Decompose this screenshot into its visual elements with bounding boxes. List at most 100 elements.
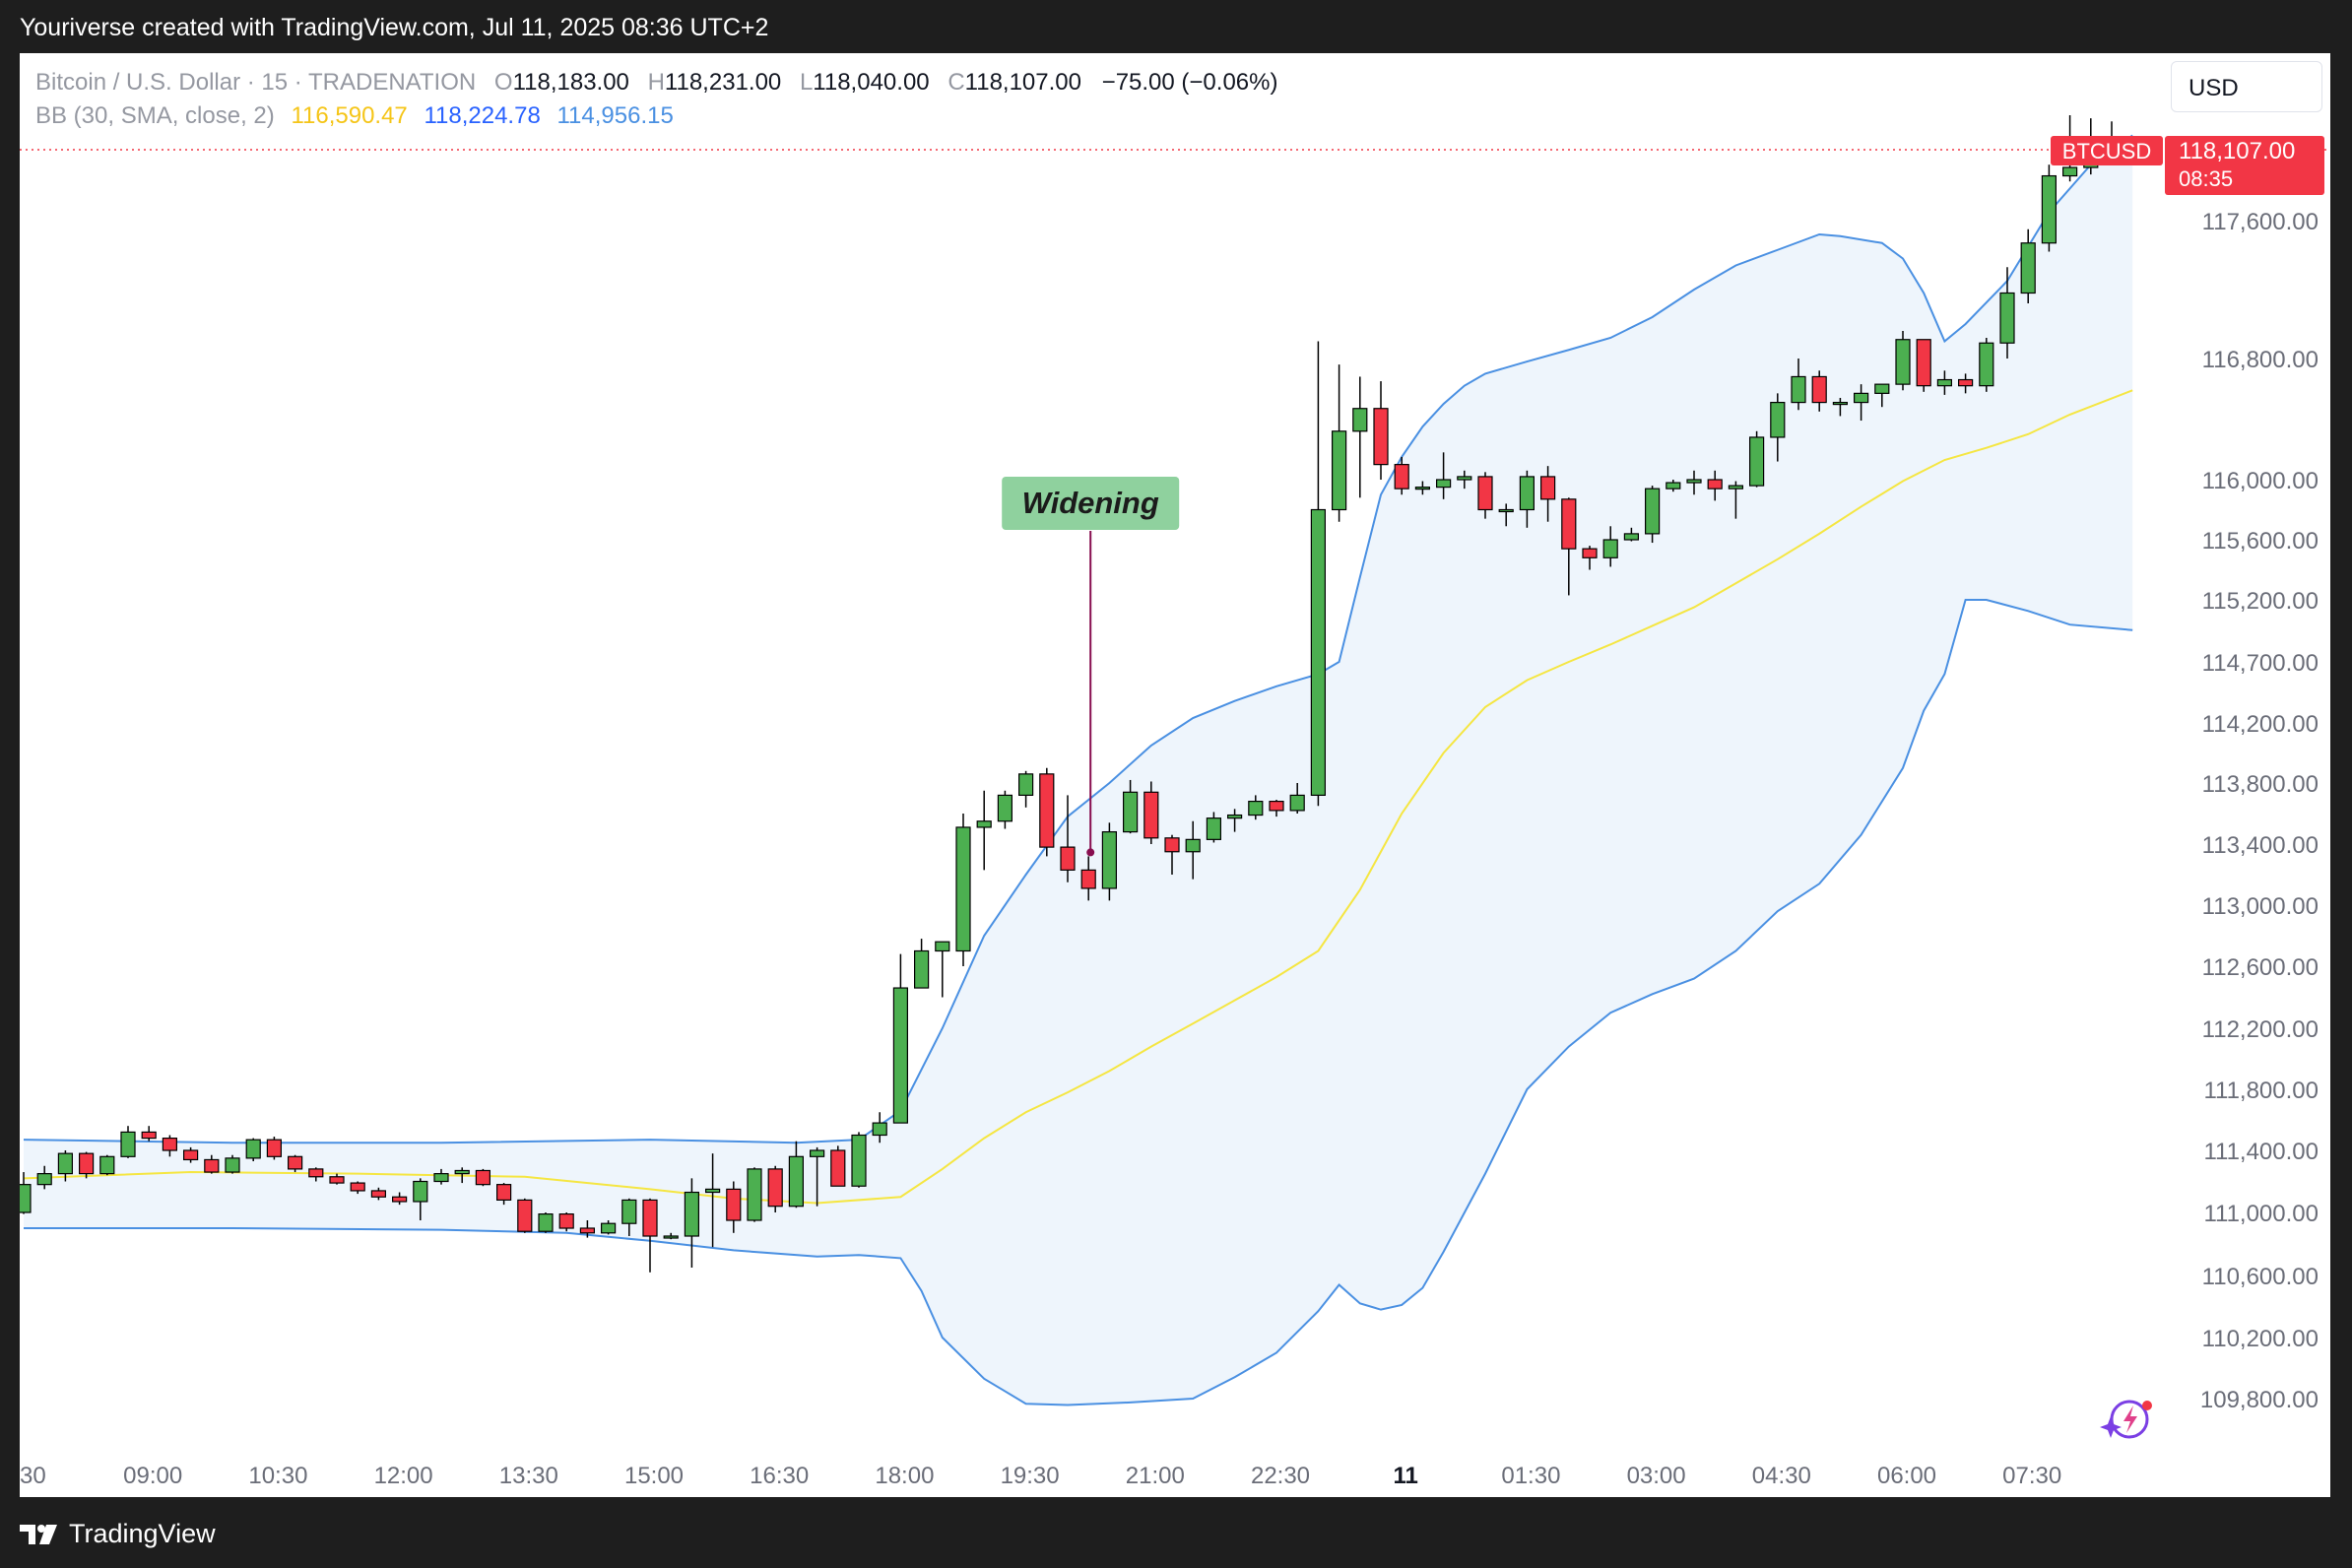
footer-bar: TradingView bbox=[0, 1497, 2352, 1568]
candle-body bbox=[830, 1149, 846, 1187]
candle-body bbox=[913, 949, 930, 989]
price-axis-label: 117,600.00 bbox=[2202, 209, 2319, 235]
time-axis-label: 13:30 bbox=[499, 1463, 558, 1489]
candle-body bbox=[2062, 166, 2078, 177]
candle-body bbox=[1164, 837, 1180, 853]
annotation-box[interactable] bbox=[1002, 477, 1180, 530]
candle-body bbox=[872, 1122, 887, 1137]
candle-body bbox=[1728, 485, 1744, 490]
price-axis-label: 114,200.00 bbox=[2202, 711, 2319, 738]
close-value: 118,107.00 bbox=[964, 69, 1081, 96]
candle-body bbox=[1602, 539, 1618, 558]
candle-body bbox=[1853, 392, 1869, 404]
candle-body bbox=[1457, 476, 1472, 481]
bb-lower-value: 114,956.15 bbox=[556, 102, 674, 129]
candle-body bbox=[1707, 479, 1723, 490]
tradingview-logo[interactable]: TradingView bbox=[20, 1519, 216, 1549]
close-key: C bbox=[947, 69, 965, 96]
candle-body bbox=[454, 1169, 470, 1175]
snapshot-title: Youriverse created with TradingView.com,… bbox=[20, 14, 769, 41]
candle-body bbox=[1414, 487, 1431, 490]
candle-body bbox=[1394, 464, 1409, 490]
candle-body bbox=[1666, 482, 1681, 490]
candle-body bbox=[788, 1155, 805, 1208]
candle-body bbox=[1832, 401, 1849, 406]
candle-body bbox=[413, 1180, 428, 1203]
candle-body bbox=[1060, 846, 1076, 871]
candle-body bbox=[997, 794, 1013, 822]
price-axis-label: 110,200.00 bbox=[2202, 1326, 2319, 1352]
price-axis-label: 116,000.00 bbox=[2202, 468, 2319, 494]
candle-body bbox=[1331, 430, 1347, 511]
candle-body bbox=[663, 1235, 679, 1239]
candle-body bbox=[747, 1168, 762, 1221]
candle-body bbox=[955, 826, 971, 952]
time-axis-label: 03:00 bbox=[1627, 1463, 1686, 1489]
price-tag-countdown: 08:35 bbox=[2179, 166, 2233, 191]
candle-body bbox=[266, 1139, 282, 1157]
currency-button[interactable]: USD bbox=[2171, 61, 2322, 112]
candle-body bbox=[1017, 773, 1034, 796]
time-axis-label: 11 bbox=[1394, 1463, 1418, 1489]
candle-body bbox=[579, 1227, 596, 1234]
candle-body bbox=[1122, 791, 1139, 833]
candle-body bbox=[20, 1184, 32, 1213]
candle-body bbox=[1185, 838, 1201, 853]
time-axis-label: 10:30 bbox=[248, 1463, 307, 1489]
candle-body bbox=[288, 1155, 303, 1170]
bb-basis-value: 116,590.47 bbox=[291, 102, 408, 129]
symbol-label[interactable]: Bitcoin / U.S. Dollar · 15 · TRADENATION bbox=[35, 69, 477, 96]
candle-body bbox=[36, 1173, 52, 1186]
candle-body bbox=[1811, 375, 1827, 404]
candle-body bbox=[78, 1152, 95, 1175]
annotation-anchor-dot bbox=[1086, 848, 1095, 857]
time-axis-label: 09:00 bbox=[123, 1463, 182, 1489]
candle-body bbox=[558, 1212, 574, 1229]
candle-body bbox=[475, 1169, 490, 1186]
candle-body bbox=[1519, 476, 1535, 511]
candle-body bbox=[1248, 800, 1264, 817]
candle-body bbox=[1748, 436, 1765, 487]
candle-body bbox=[1039, 773, 1055, 848]
candle-body bbox=[1143, 791, 1159, 839]
tradingview-logo-icon bbox=[20, 1524, 57, 1544]
price-axis-label: 113,400.00 bbox=[2202, 832, 2319, 859]
indicator-label[interactable]: BB (30, SMA, close, 2) bbox=[35, 102, 275, 129]
candle-body bbox=[2020, 242, 2036, 294]
chart-panel[interactable]: Widening 109,800.00 110,200.00 110,600.00 11… bbox=[20, 53, 2330, 1497]
candle-body bbox=[1352, 408, 1368, 432]
candle-body bbox=[976, 820, 992, 828]
bb-upper-line bbox=[23, 134, 2133, 1144]
candle-body bbox=[1644, 488, 1661, 535]
price-axis-label: 114,700.00 bbox=[2202, 650, 2319, 677]
candle-body bbox=[1477, 476, 1493, 511]
candle-body bbox=[1101, 830, 1118, 889]
time-axis-label: 21:00 bbox=[1126, 1463, 1185, 1489]
annotation-label: Widening bbox=[1022, 486, 1159, 520]
candle-body bbox=[1539, 476, 1556, 500]
price-axis-label: 111,000.00 bbox=[2203, 1201, 2319, 1227]
sparkle-assistant-icon[interactable] bbox=[2100, 1400, 2152, 1439]
candle-body bbox=[1999, 292, 2015, 344]
candle-body bbox=[329, 1176, 345, 1184]
candle-body bbox=[1686, 479, 1702, 484]
price-axis-label: 115,200.00 bbox=[2202, 588, 2319, 615]
symbol-tag bbox=[2051, 136, 2163, 165]
price-axis-label: 111,800.00 bbox=[2203, 1078, 2319, 1104]
time-axis-label: 15:00 bbox=[624, 1463, 684, 1489]
candle-body bbox=[1080, 869, 1096, 889]
ohlc-legend: Bitcoin / U.S. Dollar · 15 · TRADENATION… bbox=[35, 69, 1277, 97]
time-axis-label: 19:30 bbox=[1001, 1463, 1060, 1489]
candle-body bbox=[204, 1158, 220, 1173]
indicator-legend: BB (30, SMA, close, 2) 116,590.47 118,22… bbox=[35, 102, 674, 130]
candle-body bbox=[99, 1155, 115, 1175]
time-axis-label: 30 bbox=[20, 1463, 46, 1489]
candlestick-chart[interactable]: Widening 109,800.00 110,200.00 110,600.00 11… bbox=[20, 53, 2330, 1497]
candle-body bbox=[892, 987, 909, 1124]
candle-body bbox=[1623, 533, 1640, 541]
candle-body bbox=[1435, 479, 1452, 489]
price-axis-label: 116,800.00 bbox=[2202, 347, 2319, 373]
low-key: L bbox=[799, 69, 814, 96]
candle-body bbox=[1373, 408, 1389, 466]
symbol-tag-label: BTCUSD bbox=[2062, 139, 2151, 163]
